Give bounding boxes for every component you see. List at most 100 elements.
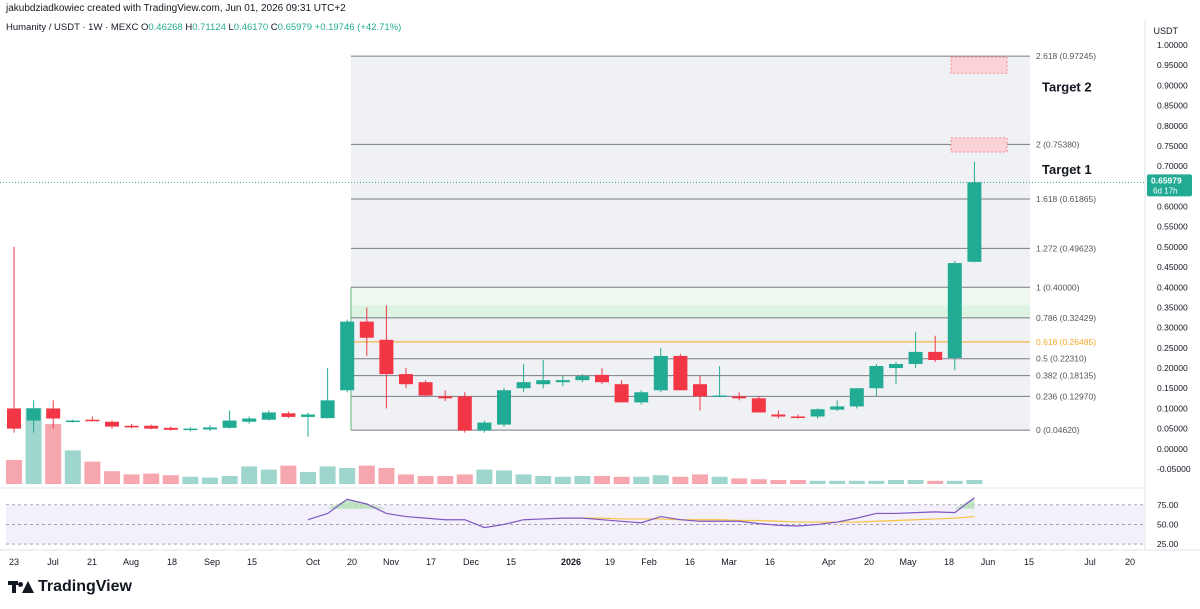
open-value: 0.46268 <box>148 22 183 33</box>
change-value: +0.19746 (+42.71%) <box>314 22 402 33</box>
fib-zone-green <box>351 305 1030 318</box>
rsi-level-label: 75.00 <box>1157 500 1179 510</box>
candle-body <box>732 396 747 399</box>
volume-bar <box>162 475 179 484</box>
volume-bar <box>731 478 748 484</box>
candle-body <box>438 396 453 399</box>
close-value: 0.65979 <box>277 22 312 33</box>
candle-body <box>849 388 864 407</box>
volume-bar <box>319 466 336 484</box>
rsi-level-label: 50.00 <box>1157 519 1179 529</box>
candle-body <box>967 182 982 262</box>
candle-body <box>418 382 433 396</box>
last-price-value: 0.65979 <box>1151 175 1182 185</box>
candle-body <box>653 355 668 391</box>
time-tick-label: Jul <box>47 557 59 567</box>
candle-body <box>399 374 413 385</box>
candle-body <box>46 408 61 419</box>
fib-level-label: 0.382 (0.18135) <box>1036 371 1096 381</box>
volume-bar <box>907 480 924 484</box>
volume-bar <box>143 473 160 484</box>
volume-bar <box>554 476 571 484</box>
time-tick-label: 16 <box>685 557 695 567</box>
time-tick-label: 15 <box>506 557 516 567</box>
candle-body <box>575 376 590 381</box>
time-tick-label: 15 <box>1024 557 1034 567</box>
time-tick-label: Jul <box>1084 557 1096 567</box>
time-tick-label: 2026 <box>561 557 581 567</box>
volume-bar <box>260 469 277 484</box>
fib-level-label: 0.618 (0.26485) <box>1036 337 1096 347</box>
time-tick-label: 20 <box>347 557 357 567</box>
candle-body <box>595 374 609 383</box>
target-annotation: Target 1 <box>1042 162 1092 177</box>
volume-bar <box>790 480 806 484</box>
candle-body <box>693 384 707 397</box>
price-tick-label: 0.25000 <box>1157 343 1188 353</box>
volume-bar <box>868 480 885 484</box>
fib-zone <box>351 56 1030 431</box>
candle-body <box>7 408 21 429</box>
time-tick-label: 23 <box>9 557 19 567</box>
fib-level-label: 2 (0.75380) <box>1036 139 1080 149</box>
price-tick-label: 0.55000 <box>1157 222 1188 232</box>
volume-bar <box>398 474 414 484</box>
volume-bar <box>300 472 316 484</box>
rsi-overbought-fill <box>327 499 348 509</box>
fib-level-label: 0.236 (0.12970) <box>1036 391 1096 401</box>
volume-bar <box>711 476 728 484</box>
candle-body <box>105 421 119 427</box>
candle-body <box>771 414 786 417</box>
volume-bar <box>633 476 650 484</box>
volume-bar <box>966 480 983 484</box>
candle-body <box>928 351 943 360</box>
volume-bar <box>6 460 22 484</box>
volume-bar <box>848 480 865 484</box>
volume-bar <box>496 470 512 484</box>
candle-body <box>320 400 335 419</box>
volume-bar <box>515 474 532 484</box>
price-tick-label: 0.60000 <box>1157 202 1188 212</box>
price-tick-label: 0.95000 <box>1157 60 1188 70</box>
candle-body <box>261 412 276 420</box>
time-tick-label: May <box>899 557 917 567</box>
candle-body <box>26 408 41 421</box>
candle-body <box>379 339 394 375</box>
volume-bar <box>809 480 826 484</box>
volume-bar <box>358 465 375 484</box>
candle-body <box>163 427 178 430</box>
volume-bar <box>456 474 473 484</box>
brand-logo[interactable]: TradingView <box>8 578 132 596</box>
volume-bar <box>64 450 81 484</box>
volume-bar <box>45 424 62 484</box>
chart-credit: jakubdziadkowiec created with TradingVie… <box>6 3 346 14</box>
volume-bar <box>437 476 454 484</box>
fib-level-label: 0.786 (0.32429) <box>1036 313 1096 323</box>
fib-level-label: 1 (0.40000) <box>1036 282 1080 292</box>
volume-bar <box>672 476 689 484</box>
fib-level-label: 1.618 (0.61865) <box>1036 194 1096 204</box>
candle-body <box>85 419 100 422</box>
volume-bar <box>927 480 944 484</box>
candle-body <box>830 406 845 410</box>
candle-body <box>359 321 374 338</box>
fib-level-label: 2.618 (0.97245) <box>1036 51 1096 61</box>
rsi-overbought-fill <box>366 504 387 509</box>
time-tick-label: Jun <box>981 557 996 567</box>
candle-body <box>673 355 688 391</box>
rsi-ma-line <box>562 515 975 523</box>
volume-bar <box>339 468 356 484</box>
volume-bar <box>123 474 140 484</box>
volume-bar <box>888 480 904 484</box>
time-tick-label: Dec <box>463 557 480 567</box>
candle-body <box>751 398 766 413</box>
symbol-name[interactable]: Humanity / USDT · 1W · MEXC <box>6 22 139 33</box>
price-tick-label: 0.05000 <box>1157 424 1188 434</box>
price-tick-label: -0.05000 <box>1157 464 1191 474</box>
time-tick-label: Aug <box>123 557 139 567</box>
candle-body <box>124 425 139 428</box>
candle-body <box>144 425 159 429</box>
currency-label[interactable]: USDT <box>1153 26 1179 36</box>
brand-name: TradingView <box>38 578 132 595</box>
